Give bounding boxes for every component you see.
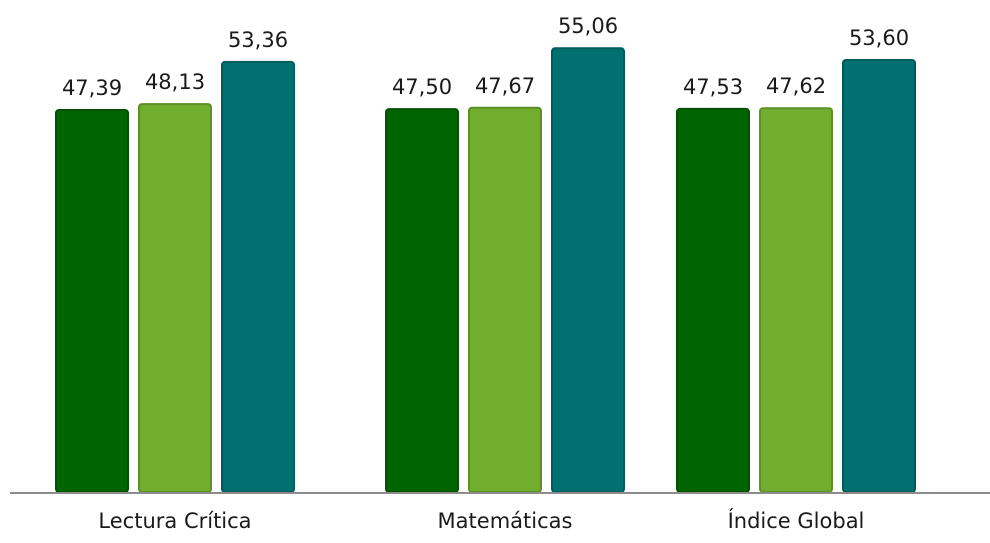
- bar: [759, 107, 833, 493]
- x-tick-label: Lectura Crítica: [98, 509, 251, 533]
- bar: [138, 103, 212, 493]
- bar: [551, 47, 625, 493]
- bar: [676, 107, 750, 494]
- data-label: 53,36: [228, 28, 288, 52]
- data-label: 47,39: [62, 76, 122, 100]
- x-tick-label: Matemáticas: [438, 509, 573, 533]
- data-label: 47,67: [475, 74, 535, 98]
- data-label: 48,13: [145, 70, 205, 94]
- data-label: 55,06: [558, 14, 618, 38]
- x-tick-label: Índice Global: [728, 508, 865, 533]
- data-label: 47,62: [766, 74, 826, 98]
- data-label: 47,50: [392, 75, 452, 99]
- bars-layer: [55, 47, 916, 494]
- x-tick-labels-layer: Lectura Crítica Matemáticas Índice Global: [98, 508, 864, 533]
- data-labels-layer: 47,39 48,13 53,36 47,50 47,67 55,06 47,53 47,62…: [62, 14, 909, 100]
- bar: [842, 59, 916, 493]
- data-label: 53,60: [849, 26, 909, 50]
- bar: [55, 109, 129, 493]
- bar: [468, 106, 542, 494]
- bar: [385, 108, 459, 493]
- bar: [221, 60, 295, 494]
- data-label: 47,53: [683, 75, 743, 99]
